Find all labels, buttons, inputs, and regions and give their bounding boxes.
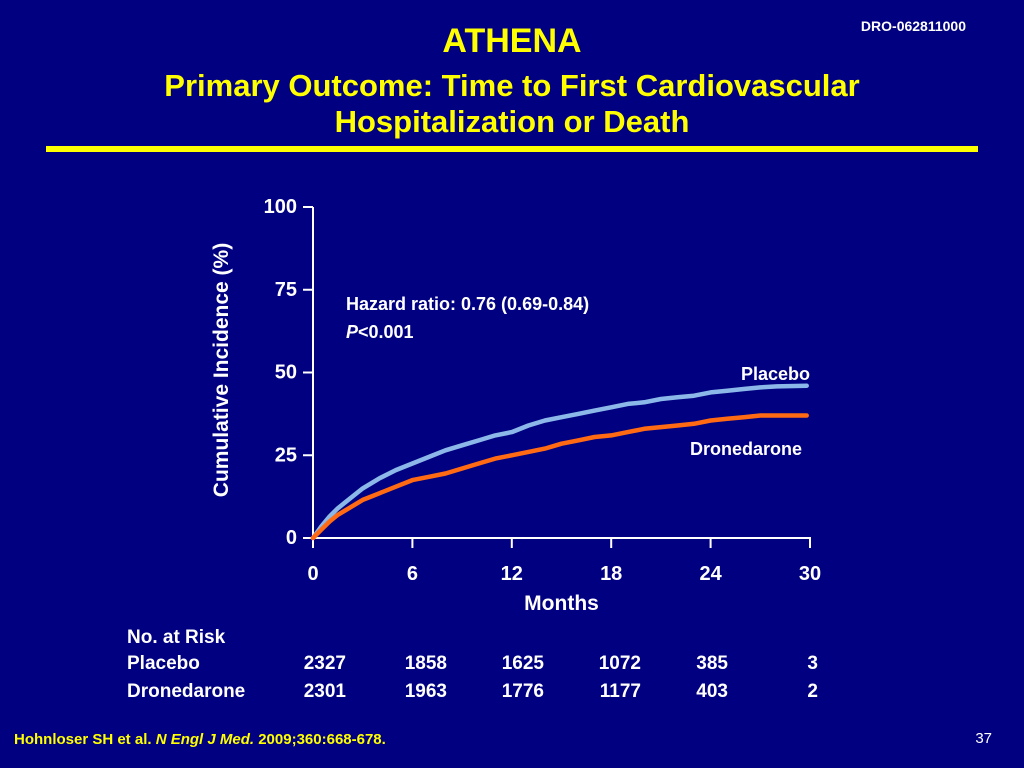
title-divider: [46, 146, 978, 152]
x-tick-label-30: 30: [799, 563, 821, 585]
p-value-annotation: P<0.001: [346, 322, 414, 342]
series-line-placebo: [310, 383, 809, 541]
x-tick-label-0: 0: [307, 563, 318, 585]
x-tick-label-6: 6: [407, 563, 418, 585]
citation: Hohnloser SH et al. N Engl J Med. 2009;3…: [14, 731, 386, 748]
series-label-placebo: Placebo: [741, 364, 810, 384]
p-value-symbol: P: [346, 322, 359, 342]
page-number: 37: [975, 730, 992, 747]
citation-journal: N Engl J Med.: [155, 731, 255, 748]
hazard-ratio-annotation: Hazard ratio: 0.76 (0.69-0.84): [346, 294, 589, 314]
x-axis-label: Months: [524, 592, 599, 615]
slide-subtitle-line2: Hospitalization or Death: [334, 104, 690, 139]
slide-subtitle-line1: Primary Outcome: Time to First Cardiovas…: [164, 68, 860, 103]
citation-authors: Hohnloser SH et al.: [14, 731, 152, 748]
series-label-dronedarone: Dronedarone: [690, 439, 802, 459]
slide-title: ATHENA: [442, 22, 582, 60]
p-value-text: <0.001: [358, 322, 414, 342]
y-tick-label-25: 25: [275, 444, 297, 466]
x-tick-label-12: 12: [501, 563, 523, 585]
x-tick-label-18: 18: [600, 563, 622, 585]
x-tick-label-24: 24: [699, 563, 722, 585]
citation-ref: 2009;360:668-678.: [258, 731, 386, 748]
document-code: DRO-062811000: [860, 18, 966, 34]
y-tick-label-50: 50: [275, 362, 297, 384]
y-tick-label-0: 0: [286, 527, 297, 549]
y-tick-label-100: 100: [264, 196, 297, 218]
series-line-dronedarone: [310, 413, 809, 541]
y-tick-label-75: 75: [275, 279, 297, 301]
y-axis-label: Cumulative Incidence (%): [210, 243, 233, 497]
